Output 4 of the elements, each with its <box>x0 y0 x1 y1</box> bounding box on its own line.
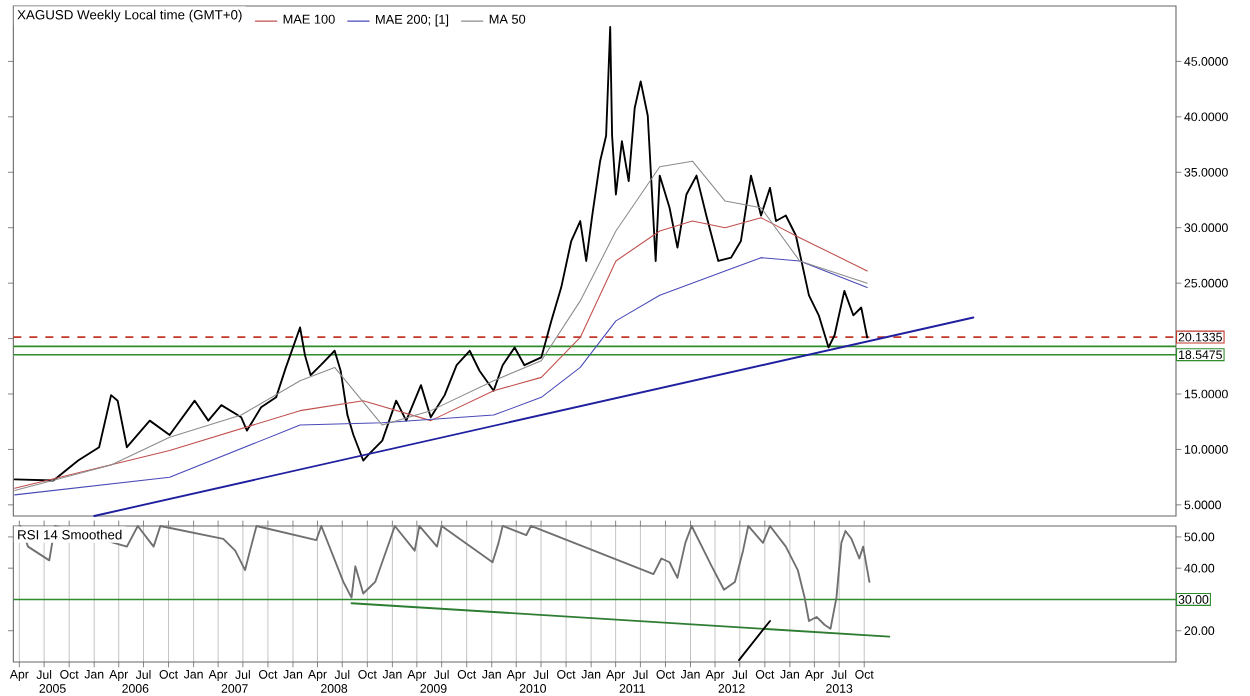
line-series <box>14 257 868 496</box>
line-series <box>13 26 869 482</box>
line-series <box>14 160 868 492</box>
line-series <box>14 217 868 489</box>
